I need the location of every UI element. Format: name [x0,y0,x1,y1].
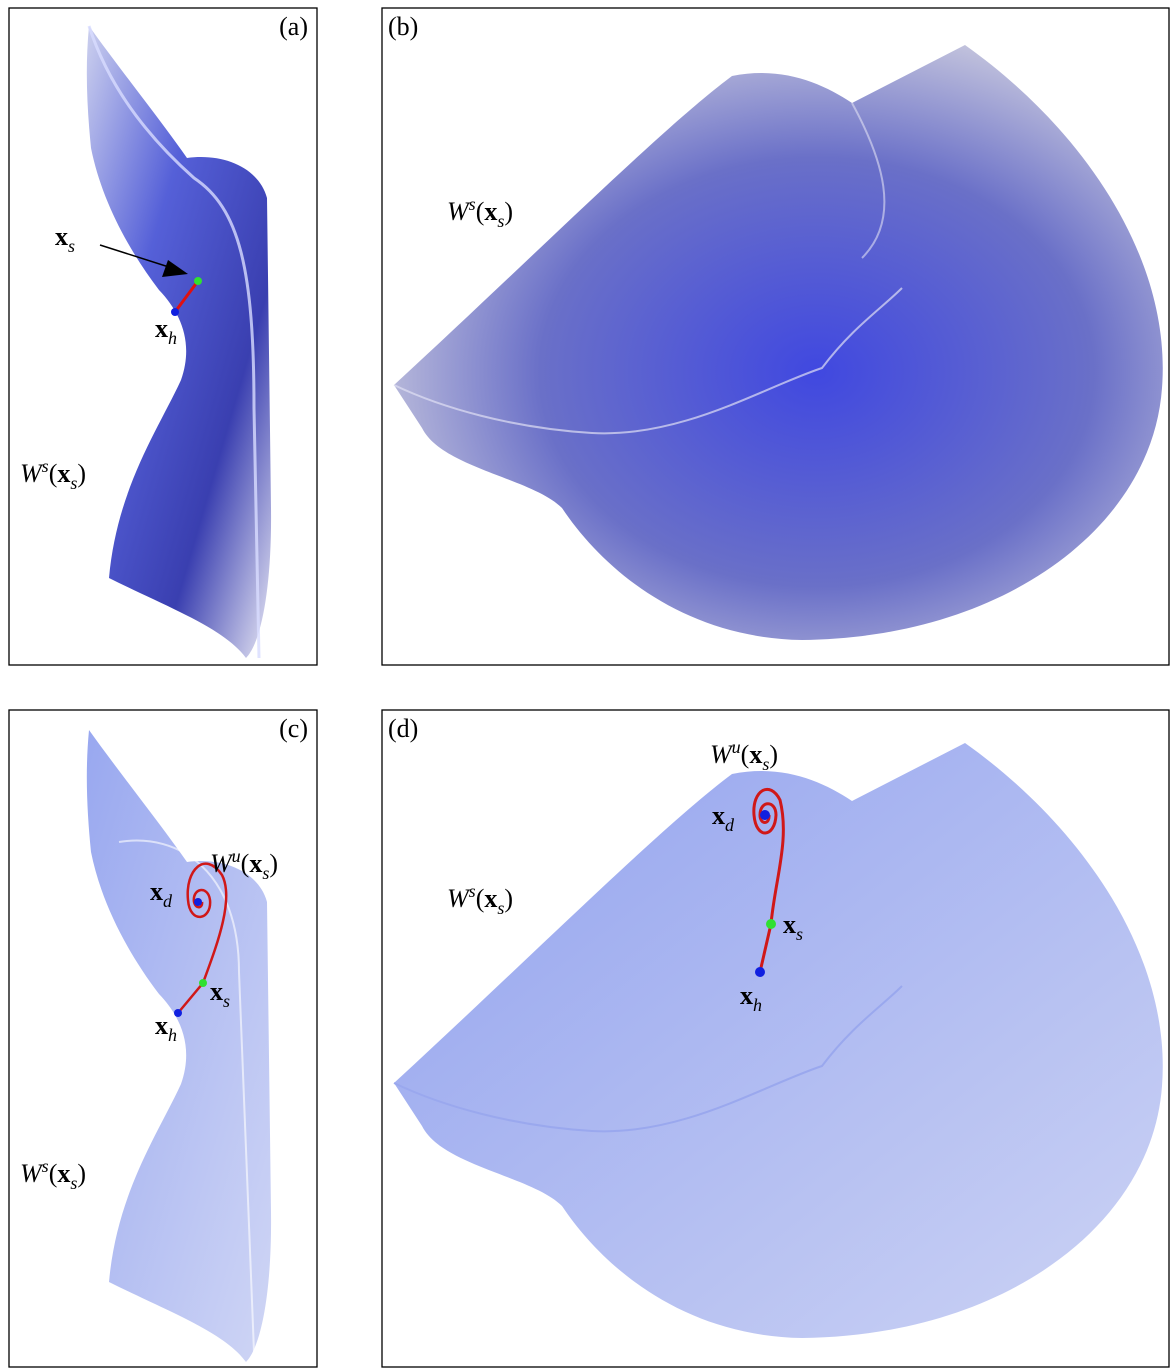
label-part: x [57,1159,70,1188]
label-part: x [484,197,497,226]
label-part: x [57,459,70,488]
label-part: ( [741,740,750,769]
label-part: ) [77,459,86,488]
label-part: h [168,328,177,348]
label-part: W [20,1159,44,1188]
surface [87,730,271,1362]
label: Ws(xs) [20,1156,86,1193]
label-part: s [262,863,269,883]
label-part: ) [504,197,513,226]
surface [87,26,271,658]
label-part: ) [504,884,513,913]
label: xh [155,1011,177,1045]
panel-tag: (c) [279,714,308,743]
point [755,967,765,977]
label-part: x [55,222,68,251]
label-part: x [749,740,762,769]
label: Wu(xs) [210,846,278,883]
label-part: s [796,924,803,944]
label-part: x [150,877,163,906]
label-part: W [447,197,471,226]
label-part: h [753,995,762,1015]
label: xh [155,314,177,348]
label-part: d [163,891,173,911]
label-part: x [210,977,223,1006]
label-part: ( [49,1159,58,1188]
label-part: u [232,846,241,866]
label: Ws(xs) [20,456,86,493]
label: xs [55,222,75,256]
point [199,979,207,987]
label-part: W [20,459,44,488]
panel-tag: (d) [388,714,418,743]
label-part: s [70,1173,77,1193]
label-part: x [155,314,168,343]
label-part: s [469,881,476,901]
label-part: s [68,236,75,256]
label-part: s [42,456,49,476]
label-part: ( [241,849,250,878]
label-part: ) [77,1159,86,1188]
label-part: ( [476,197,485,226]
label-part: s [42,1156,49,1176]
figure: (a)xsxhWs(xs)(b)Ws(xs)(c)Wu(xs)xdxsxhWs(… [0,0,1171,1369]
panel-tag: (a) [279,12,308,41]
label-part: s [469,194,476,214]
label-part: s [70,473,77,493]
point [174,1009,182,1017]
label-part: h [168,1025,177,1045]
point [760,810,770,820]
label-part: s [762,754,769,774]
label-part: x [249,849,262,878]
surface [394,45,1163,640]
label-part: x [155,1011,168,1040]
label-part: d [725,815,735,835]
label-part: s [223,991,230,1011]
label-part: x [712,801,725,830]
label-part: x [740,981,753,1010]
label-part: x [783,910,796,939]
label-part: ) [769,740,778,769]
label-part: u [732,737,741,757]
label-part: x [484,884,497,913]
label: Wu(xs) [710,737,778,774]
label-part: ) [269,849,278,878]
label-part: s [497,898,504,918]
label-part: ( [476,884,485,913]
panel-tag: (b) [388,12,418,41]
label-part: s [497,211,504,231]
point [171,308,179,316]
label-part: W [710,740,734,769]
label-part: W [210,849,234,878]
label: Ws(xs) [447,194,513,231]
point [194,898,202,906]
label-part: W [447,884,471,913]
point [766,919,776,929]
label: Ws(xs) [447,881,513,918]
point [194,277,202,285]
label-part: ( [49,459,58,488]
surface [394,743,1163,1338]
